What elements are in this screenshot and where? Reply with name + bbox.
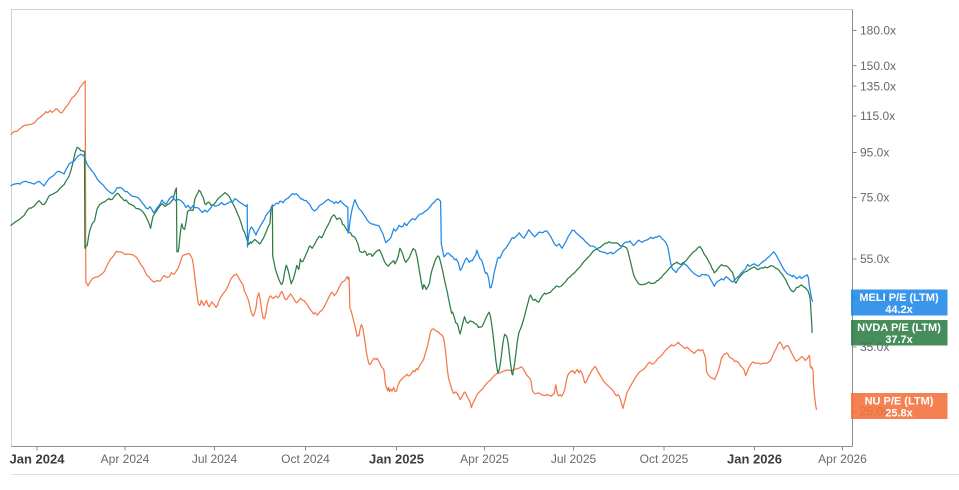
svg-text:Jan 2024: Jan 2024 — [10, 452, 66, 467]
svg-text:55.0x: 55.0x — [860, 252, 889, 266]
svg-text:180.0x: 180.0x — [860, 24, 896, 38]
svg-text:Oct 2025: Oct 2025 — [640, 452, 689, 466]
svg-text:150.0x: 150.0x — [860, 59, 896, 73]
svg-text:95.0x: 95.0x — [860, 146, 889, 160]
svg-text:Jan 2025: Jan 2025 — [369, 452, 424, 467]
svg-text:37.7x: 37.7x — [885, 334, 913, 346]
svg-text:Oct 2024: Oct 2024 — [281, 452, 330, 466]
svg-text:135.0x: 135.0x — [860, 79, 896, 93]
svg-text:Apr 2024: Apr 2024 — [101, 452, 150, 466]
svg-text:Jul 2024: Jul 2024 — [192, 452, 238, 466]
svg-text:115.0x: 115.0x — [860, 109, 895, 123]
svg-text:Apr 2025: Apr 2025 — [460, 452, 509, 466]
svg-text:NU P/E (LTM): NU P/E (LTM) — [865, 396, 934, 408]
svg-text:44.2x: 44.2x — [885, 304, 913, 316]
svg-text:NVDA P/E (LTM): NVDA P/E (LTM) — [857, 322, 941, 334]
svg-text:75.0x: 75.0x — [860, 191, 889, 205]
svg-text:MELI P/E (LTM): MELI P/E (LTM) — [859, 292, 939, 304]
svg-text:Jan 2026: Jan 2026 — [727, 452, 782, 467]
svg-text:Jul 2025: Jul 2025 — [551, 452, 597, 466]
svg-text:Apr 2026: Apr 2026 — [818, 452, 867, 466]
svg-text:25.8x: 25.8x — [885, 408, 913, 420]
